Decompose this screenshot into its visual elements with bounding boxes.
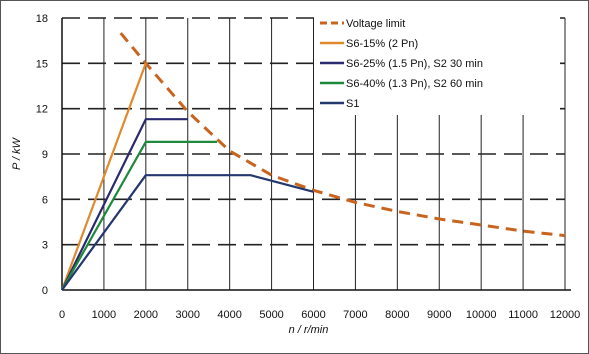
y-tick-label: 15 xyxy=(36,58,48,70)
x-tick-label: 9000 xyxy=(427,309,451,321)
axes xyxy=(61,18,571,291)
x-tick-label: 0 xyxy=(59,309,65,321)
series-line-2 xyxy=(61,118,188,291)
y-tick-label: 9 xyxy=(42,149,48,161)
x-tick-label: 8000 xyxy=(385,309,409,321)
x-tick-label: 4000 xyxy=(217,309,241,321)
y-tick-label: 0 xyxy=(42,285,48,297)
series-line-0 xyxy=(119,32,566,238)
y-tick-label: 6 xyxy=(42,194,48,206)
legend-label-3: S6-40% (1.3 Pn), S2 60 min xyxy=(346,78,483,90)
x-tick-label: 3000 xyxy=(176,309,200,321)
y-tick-label: 3 xyxy=(42,240,48,252)
x-tick-label: 6000 xyxy=(301,309,325,321)
y-axis-label: P / kW xyxy=(11,136,23,170)
series-line-4 xyxy=(61,174,314,291)
legend-background xyxy=(314,13,560,115)
x-tick-label: 5000 xyxy=(259,309,283,321)
y-tick-label: 12 xyxy=(36,104,48,116)
series-line-3 xyxy=(61,140,218,291)
x-tick-label: 10000 xyxy=(466,309,497,321)
tick-labels: 0 1000 2000 3000 4000 5000 6000 7000 8000 9000 100… xyxy=(36,13,581,321)
y-tick-label: 18 xyxy=(36,13,48,25)
x-tick-label: 2000 xyxy=(134,309,158,321)
legend-label-2: S6-25% (1.5 Pn), S2 30 min xyxy=(346,58,483,70)
x-axis-label: n / r/min xyxy=(289,324,329,336)
x-tick-label: 11000 xyxy=(508,309,538,321)
legend-label-0: Voltage limit xyxy=(346,18,405,30)
x-tick-label: 7000 xyxy=(343,309,367,321)
series-lines xyxy=(60,32,566,291)
legend: Voltage limit S6-15% (2 Pn) S6-25% (1.5 Pn… xyxy=(314,13,560,115)
x-tick-label: 12000 xyxy=(550,309,581,321)
series-line-1 xyxy=(60,62,147,291)
x-tick-label: 1000 xyxy=(92,309,116,321)
legend-label-4: S1 xyxy=(346,98,359,110)
legend-label-1: S6-15% (2 Pn) xyxy=(346,38,418,50)
